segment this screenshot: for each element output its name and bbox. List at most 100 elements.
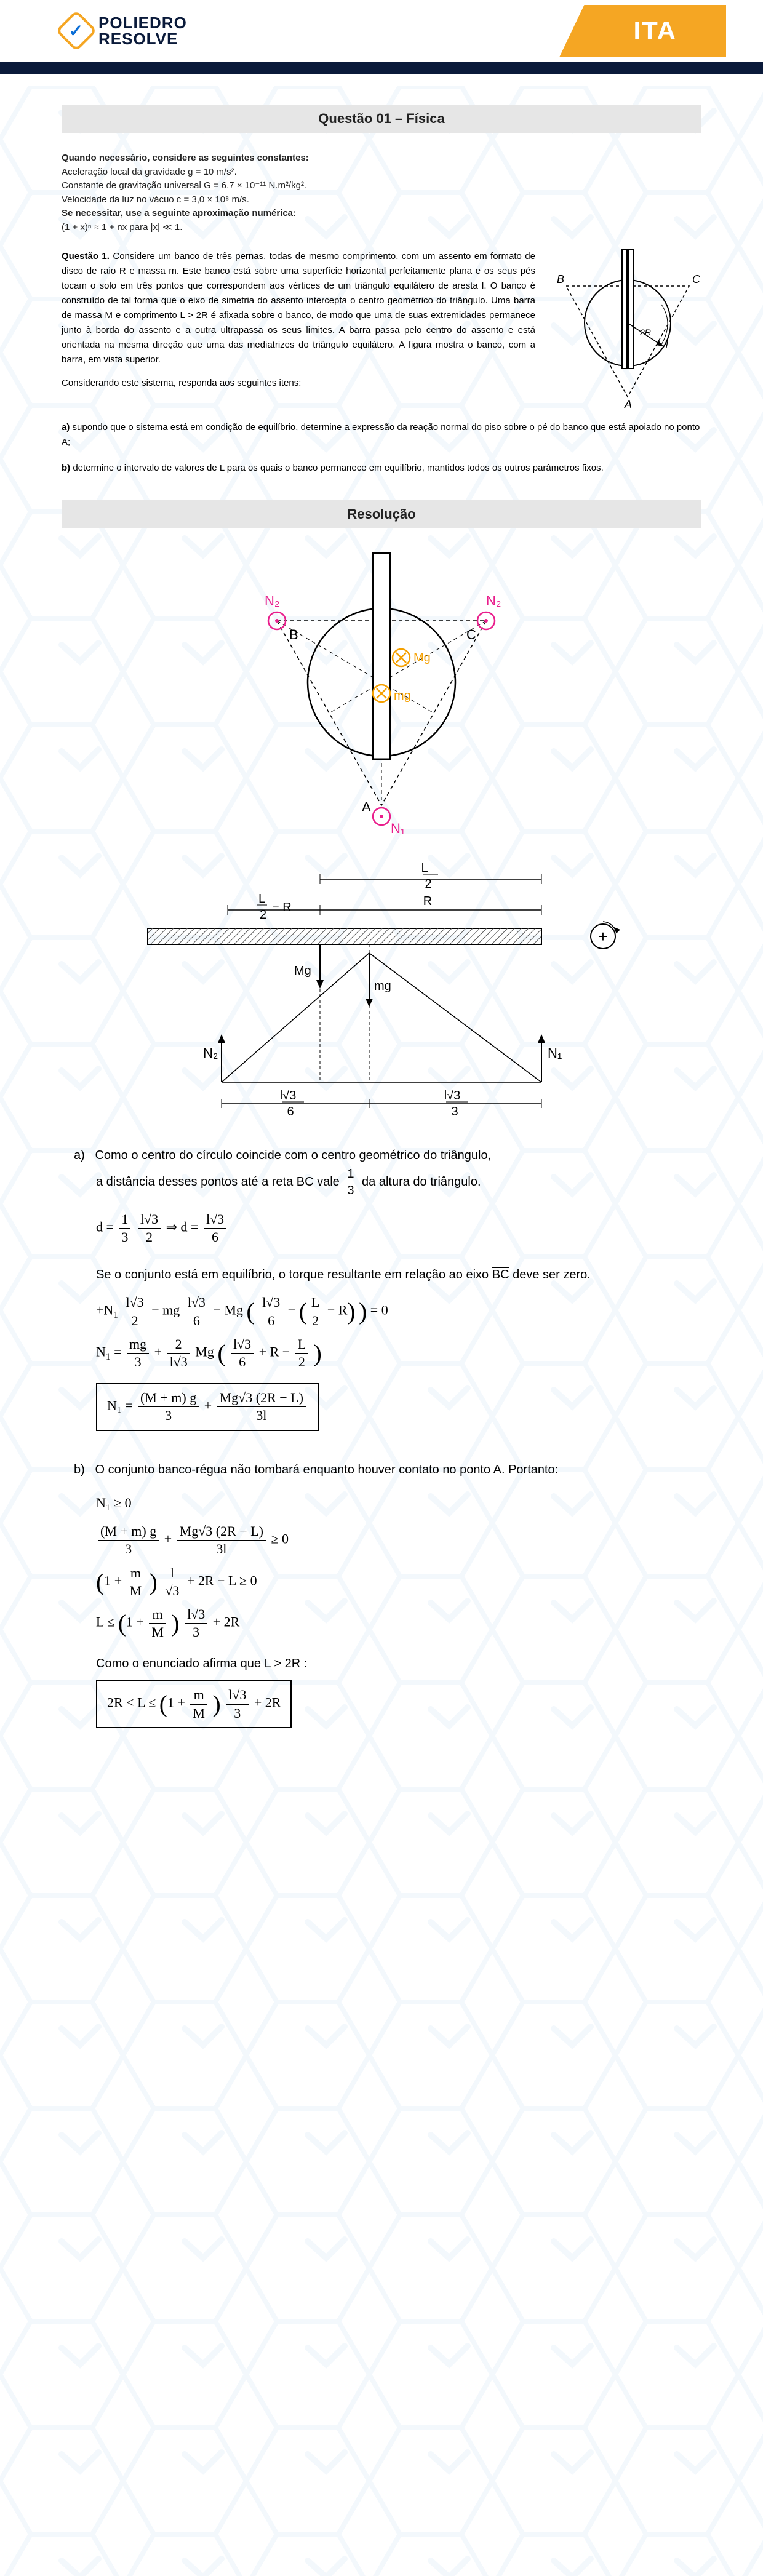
boxed-n2: Mg√3 (2R − L)	[217, 1390, 306, 1407]
s1-geq: ≥ 0	[271, 1531, 289, 1547]
approx-heading: Se necessitar, use a seguinte aproximaçã…	[62, 207, 701, 221]
constant-G: Constante de gravitação universal G = 6,…	[62, 179, 701, 193]
question-body: Questão 1. Considere um banco de três pe…	[62, 249, 535, 409]
final-fd: M	[190, 1705, 207, 1721]
s3-f2n: l√3	[185, 1607, 207, 1624]
d-n1: 1	[119, 1212, 130, 1229]
ans-a-p3-post: deve ser zero.	[513, 1268, 591, 1282]
question-followup: Considerando este sistema, responda aos …	[62, 376, 535, 391]
label-B2: B	[289, 627, 298, 642]
s1-plus: +	[164, 1531, 175, 1547]
s1-d1: 3	[98, 1541, 159, 1557]
label-l: l	[666, 340, 668, 350]
svg-text:2: 2	[425, 877, 431, 891]
s1-n2: Mg√3 (2R − L)	[177, 1524, 266, 1541]
s3-fd: M	[149, 1624, 166, 1640]
boxed-pre: N₁ =	[107, 1398, 136, 1413]
final-f2d: 3	[226, 1705, 249, 1721]
svg-text:Mg: Mg	[294, 964, 311, 978]
label-2R: 2R	[639, 327, 651, 337]
subq-b-text: determine o intervalo de valores de L pa…	[73, 463, 603, 473]
svg-text:6: 6	[287, 1105, 294, 1119]
frac-1-num: 1	[345, 1167, 356, 1182]
svg-text:l√3: l√3	[444, 1089, 461, 1103]
label-A: A	[624, 398, 632, 409]
final-post: + 2R	[254, 1695, 281, 1710]
resolution-fig-topview: Mg mg N₂ N₂ N₁ B C A	[62, 547, 701, 842]
logo-text-line1: POLIEDRO	[98, 15, 187, 31]
cond-n1: N₁ ≥ 0	[96, 1490, 689, 1516]
constant-c: Velocidade da luz no vácuo c = 3,0 × 10⁸…	[62, 193, 701, 207]
ans-a-p1: Como o centro do círculo coincide com o …	[95, 1149, 491, 1162]
answer-b: b) O conjunto banco-régua não tombará en…	[74, 1458, 689, 1737]
s3-post: + 2R	[213, 1614, 240, 1630]
svg-text:N₂: N₂	[203, 1045, 218, 1061]
ans-a-p3: Se o conjunto está em equilíbrio, o torq…	[96, 1268, 492, 1282]
answer-a: a) Como o centro do círculo coincide com…	[74, 1144, 689, 1440]
s3-pre: L ≤	[96, 1614, 118, 1630]
s1-d2: 3l	[177, 1541, 266, 1557]
svg-text:2: 2	[260, 908, 266, 922]
label-N1: N₁	[391, 821, 405, 836]
d-arrow: ⇒ d =	[166, 1219, 202, 1235]
svg-text:mg: mg	[374, 979, 391, 993]
boxed-answer-b: 2R < L ≤ (1 + mM ) l√33 + 2R	[96, 1680, 292, 1728]
svg-text:N₁: N₁	[548, 1045, 562, 1061]
d-d1: 3	[119, 1229, 130, 1245]
logo-text-line2: RESOLVE	[98, 31, 187, 47]
resolution-title: Resolução	[62, 500, 701, 528]
svg-text:L: L	[258, 892, 265, 906]
svg-text:L: L	[421, 861, 428, 875]
constant-g: Aceleração local da gravidade g = 10 m/s…	[62, 165, 701, 180]
bc-overline: BC	[492, 1268, 509, 1282]
question-title: Questão 01 – Física	[62, 105, 701, 133]
boxed-d2: 3l	[217, 1407, 306, 1423]
d-eq-lhs: d =	[96, 1219, 117, 1235]
svg-text:l√3: l√3	[280, 1089, 297, 1103]
label-A2: A	[362, 799, 371, 815]
ans-b-p1: O conjunto banco-régua não tombará enqua…	[95, 1463, 558, 1477]
s3-fn: m	[149, 1607, 166, 1624]
question-text-body: Considere um banco de três pernas, todas…	[62, 251, 535, 365]
question-label: Questão 1.	[62, 251, 110, 261]
subq-a-text: supondo que o sistema está em condição d…	[62, 422, 700, 447]
label-N2-left: N₂	[265, 593, 279, 608]
problem-figure: 2R l B C A	[554, 249, 701, 409]
resolution-fig-sideview: L 2 L 2 − R R	[62, 861, 701, 1125]
boxed-d1: 3	[138, 1407, 199, 1423]
logo-mark-icon: ✓	[55, 10, 97, 52]
d-d2: 2	[138, 1229, 161, 1245]
ans-b-p2: Como o enunciado afirma que L > 2R :	[96, 1652, 689, 1675]
approx-eq: (1 + x)ⁿ ≈ 1 + nx para |x| ≪ 1.	[62, 221, 701, 235]
subquestion-a: a) supondo que o sistema está em condiçã…	[62, 420, 701, 450]
svg-text:− R: − R	[272, 901, 292, 914]
boxed-n1: (M + m) g	[138, 1390, 199, 1407]
ans-a-p2-pre: a distância desses pontos até a reta BC …	[96, 1175, 343, 1189]
final-f2n: l√3	[226, 1688, 249, 1704]
frac-1-den: 3	[345, 1182, 356, 1197]
svg-text:R: R	[423, 895, 432, 908]
ans-a-p2-post: da altura do triângulo.	[362, 1175, 481, 1189]
boxed-plus: +	[204, 1398, 215, 1413]
svg-text:+: +	[598, 927, 607, 946]
label-C2: C	[466, 627, 476, 642]
exam-banner: ITA	[559, 5, 726, 57]
subquestion-b: b) determine o intervalo de valores de L…	[62, 461, 701, 476]
page-header: ✓ POLIEDRO RESOLVE ITA	[0, 0, 763, 74]
d-d3: 6	[204, 1229, 226, 1245]
s1-n1: (M + m) g	[98, 1524, 159, 1541]
label-mg: mg	[394, 689, 411, 703]
constants-block: Quando necessário, considere as seguinte…	[62, 151, 701, 234]
s3-f2d: 3	[185, 1624, 207, 1640]
final-fn: m	[190, 1688, 207, 1704]
constants-heading: Quando necessário, considere as seguinte…	[62, 151, 701, 165]
d-n2: l√3	[138, 1212, 161, 1229]
label-Mg: Mg	[413, 651, 431, 664]
label-C: C	[692, 273, 701, 285]
label-B: B	[557, 273, 564, 285]
final-pre: 2R < L ≤	[107, 1695, 159, 1710]
boxed-answer-a: N₁ = (M + m) g3 + Mg√3 (2R − L)3l	[96, 1383, 319, 1430]
logo: ✓ POLIEDRO RESOLVE	[62, 15, 187, 47]
label-N2-right: N₂	[486, 593, 501, 608]
d-n3: l√3	[204, 1212, 226, 1229]
